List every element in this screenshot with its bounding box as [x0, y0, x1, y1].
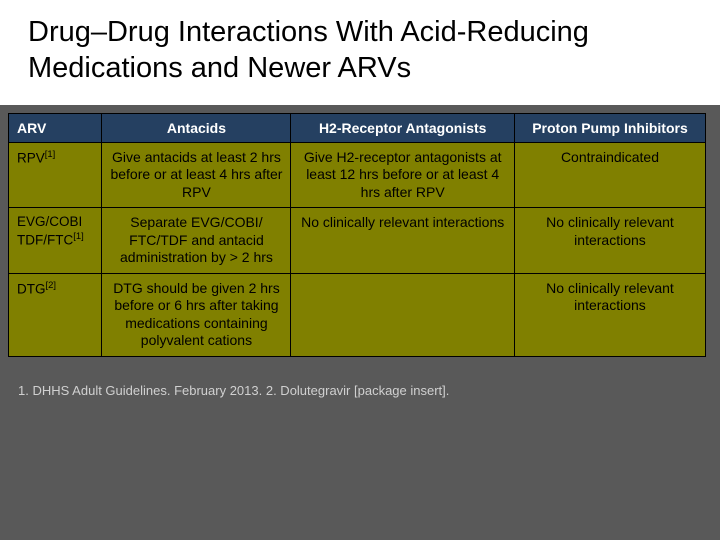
cell-antacids: Separate EVG/COBI/ FTC/TDF and antacid a… — [102, 208, 291, 274]
table-row: RPV[1] Give antacids at least 2 hrs befo… — [9, 142, 706, 208]
cell-ppi: Contraindicated — [514, 142, 705, 208]
cell-ppi: No clinically relevant interactions — [514, 208, 705, 274]
col-ppi: Proton Pump Inhibitors — [514, 113, 705, 142]
title-box: Drug–Drug Interactions With Acid-Reducin… — [0, 0, 720, 105]
table-row: EVG/COBI TDF/FTC[1] Separate EVG/COBI/ F… — [9, 208, 706, 274]
col-h2: H2-Receptor Antagonists — [291, 113, 515, 142]
table-header-row: ARV Antacids H2-Receptor Antagonists Pro… — [9, 113, 706, 142]
cell-arv: EVG/COBI TDF/FTC[1] — [9, 208, 102, 274]
content-area: ARV Antacids H2-Receptor Antagonists Pro… — [0, 105, 720, 398]
cell-ppi: No clinically relevant interactions — [514, 273, 705, 356]
cell-h2: Give H2-receptor antagonists at least 12… — [291, 142, 515, 208]
col-antacids: Antacids — [102, 113, 291, 142]
footnote: 1. DHHS Adult Guidelines. February 2013.… — [8, 357, 706, 398]
interactions-table: ARV Antacids H2-Receptor Antagonists Pro… — [8, 113, 706, 357]
cell-arv: RPV[1] — [9, 142, 102, 208]
cell-antacids: DTG should be given 2 hrs before or 6 hr… — [102, 273, 291, 356]
cell-arv: DTG[2] — [9, 273, 102, 356]
col-arv: ARV — [9, 113, 102, 142]
cell-h2: No clinically relevant interactions — [291, 208, 515, 274]
cell-antacids: Give antacids at least 2 hrs before or a… — [102, 142, 291, 208]
table-row: DTG[2] DTG should be given 2 hrs before … — [9, 273, 706, 356]
page-title: Drug–Drug Interactions With Acid-Reducin… — [28, 14, 692, 87]
cell-h2 — [291, 273, 515, 356]
